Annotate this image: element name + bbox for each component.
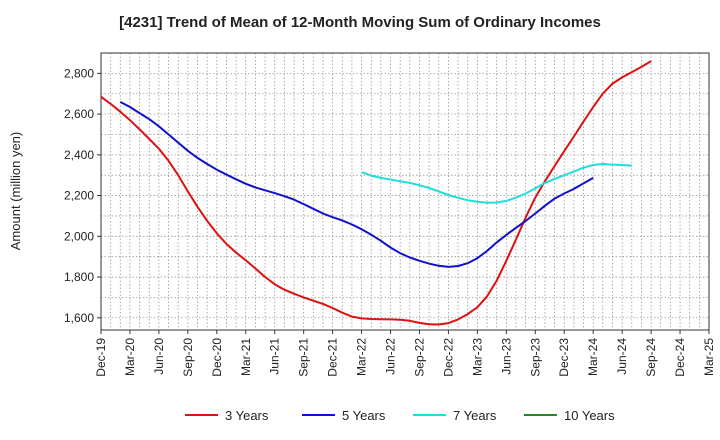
chart-title: [4231] Trend of Mean of 12-Month Moving … [119,14,601,31]
x-axis: Dec-19 Mar-20 Jun-20 Sep-20 Dec-20 Mar-21 Jun-… [94,330,716,377]
x-tick-label: Dec-23 [557,338,571,377]
x-tick-label: Jun-20 [152,338,166,375]
x-tick-label: Mar-25 [702,338,716,376]
x-tick-label: Mar-23 [470,338,484,376]
x-tick-label: Mar-20 [123,338,137,376]
x-tick-label: Dec-24 [673,338,687,377]
y-axis-title: Amount (million yen) [8,132,23,251]
y-tick-label: 1,800 [64,270,94,284]
x-tick-label: Jun-24 [615,338,629,375]
x-tick-label: Sep-24 [644,338,658,377]
y-tick-label: 1,600 [64,311,94,325]
series-line-3-years [100,60,652,326]
y-tick-label: 2,200 [64,189,94,203]
series-line-5-years [119,101,594,268]
series-layer [100,60,652,326]
x-tick-label: Sep-22 [412,338,426,377]
x-tick-label: Sep-20 [181,338,195,377]
y-tick-label: 2,600 [64,107,94,121]
legend-label-5-years: 5 Years [342,408,386,423]
x-tick-label: Jun-22 [384,338,398,375]
legend: 3 Years 5 Years 7 Years 10 Years [185,408,615,423]
series-line-7-years [361,163,632,204]
x-tick-label: Jun-21 [268,338,282,375]
plot-frame [100,52,710,331]
grid [101,53,709,330]
x-tick-label: Dec-22 [441,338,455,377]
legend-label-7-years: 7 Years [453,408,497,423]
x-tick-label: Mar-24 [586,338,600,376]
y-tick-label: 2,000 [64,229,94,243]
x-tick-label: Sep-23 [528,338,542,377]
x-tick-label: Dec-19 [94,338,108,377]
y-tick-label: 2,400 [64,148,94,162]
x-tick-label: Dec-20 [210,338,224,377]
x-tick-label: Mar-22 [355,338,369,376]
legend-label-3-years: 3 Years [225,408,269,423]
y-tick-label: 2,800 [64,66,94,80]
x-tick-label: Mar-21 [239,338,253,376]
legend-label-10-years: 10 Years [564,408,615,423]
x-tick-label: Jun-23 [499,338,513,375]
x-tick-label: Dec-21 [326,338,340,377]
x-tick-label: Sep-21 [297,338,311,377]
y-axis: 1,600 1,800 2,000 2,200 2,400 2,600 2,800 [64,66,101,325]
